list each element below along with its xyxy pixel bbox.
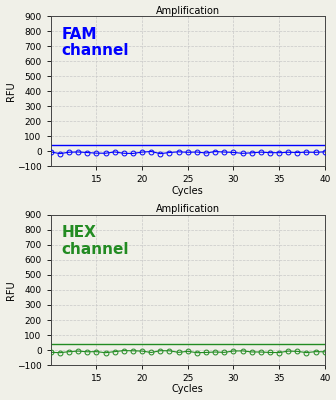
Y-axis label: RFU: RFU: [6, 82, 15, 101]
Text: FAM
channel: FAM channel: [62, 27, 129, 58]
Title: Amplification: Amplification: [156, 6, 220, 16]
X-axis label: Cycles: Cycles: [172, 384, 204, 394]
Title: Amplification: Amplification: [156, 204, 220, 214]
Y-axis label: RFU: RFU: [6, 280, 15, 300]
X-axis label: Cycles: Cycles: [172, 186, 204, 196]
Text: HEX
channel: HEX channel: [62, 226, 129, 257]
